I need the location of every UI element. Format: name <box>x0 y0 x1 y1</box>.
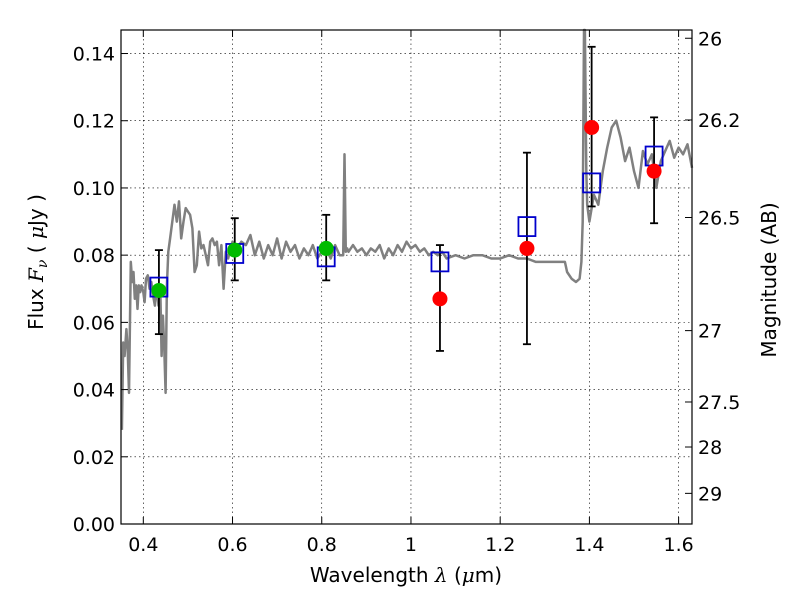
y2-axis-label: Magnitude (AB) <box>757 202 781 357</box>
y-axis-label-prefix: Flux <box>24 282 48 330</box>
y-axis-label-unit-mu: μ <box>24 226 48 239</box>
y-axis-label-unit-close: Jy ) <box>24 194 48 228</box>
model-photometry-square <box>430 251 450 273</box>
y-ticks: 0.00 0.02 0.04 0.06 0.08 0.10 0.12 0.14 <box>73 44 128 536</box>
x-tick-label: 0.8 <box>307 534 337 556</box>
x-tick-label: 1.2 <box>485 534 515 556</box>
y-tick-label: 0.08 <box>73 245 115 267</box>
y2-ticks: 26 26.2 26.5 27 27.5 28 29 <box>685 28 740 505</box>
nir-detection-point <box>646 163 662 179</box>
y2-tick-label: 26 <box>698 28 722 50</box>
y2-tick-label: 27.5 <box>698 392 740 414</box>
plot-frame <box>120 29 693 525</box>
y2-tick-label: 26.5 <box>698 208 740 230</box>
nir-detection-point <box>432 291 448 307</box>
y-tick-label: 0.02 <box>73 447 115 469</box>
x-ticks: 0.4 0.6 0.8 1 1.2 1.4 1.6 <box>128 30 694 556</box>
y-tick-label: 0.00 <box>73 514 115 536</box>
x-tick-label: 1.4 <box>574 534 604 556</box>
y-tick-label: 0.04 <box>73 380 115 402</box>
x-tick-label: 1.6 <box>664 534 694 556</box>
x-axis-label-unit-mu: μ <box>462 563 475 587</box>
x-axis-label-prefix: Wavelength <box>310 563 435 587</box>
y2-tick-label: 26.2 <box>698 110 740 132</box>
optical-detection-point <box>227 242 243 258</box>
x-axis-label-unit-open: ( <box>448 563 462 587</box>
y-axis-label-unit-open: ( <box>24 239 48 260</box>
y2-tick-label: 27 <box>698 321 722 343</box>
nir-detection-point <box>584 119 600 135</box>
nir-detection-point <box>519 240 535 256</box>
x-tick-label: 0.4 <box>128 534 158 556</box>
y-tick-label: 0.06 <box>73 312 115 334</box>
x-tick-label: 0.6 <box>217 534 247 556</box>
x-axis-label-unit-close: m) <box>475 563 502 587</box>
y-axis-label-subscript: ν <box>35 259 51 268</box>
optical-detection-point <box>151 282 167 298</box>
x-axis-label: Wavelength λ (μm) <box>310 563 502 587</box>
model-photometry-square <box>582 172 602 194</box>
y-axis-label-symbol: F <box>24 267 48 283</box>
y-tick-label: 0.14 <box>73 44 115 66</box>
model-photometry-square <box>517 216 537 237</box>
y-axis-label: Flux Fν ( μJy ) <box>24 194 51 330</box>
y-tick-label: 0.10 <box>73 178 115 200</box>
y-tick-label: 0.12 <box>73 111 115 133</box>
y2-tick-label: 29 <box>698 483 722 505</box>
y2-tick-label: 28 <box>698 437 722 459</box>
optical-detection-point <box>318 240 334 256</box>
x-axis-label-symbol: λ <box>434 563 448 587</box>
x-tick-label: 1 <box>405 534 417 556</box>
observed-photometry-markers <box>151 119 662 307</box>
